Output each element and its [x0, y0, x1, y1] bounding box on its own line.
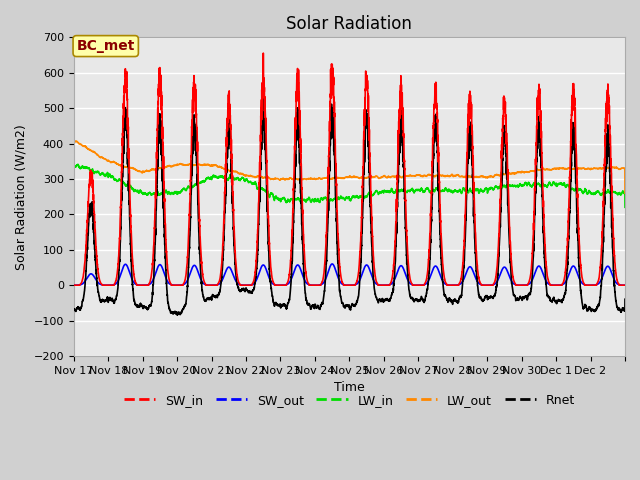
X-axis label: Time: Time	[334, 381, 365, 394]
Text: BC_met: BC_met	[77, 39, 135, 53]
Legend: SW_in, SW_out, LW_in, LW_out, Rnet: SW_in, SW_out, LW_in, LW_out, Rnet	[119, 389, 580, 412]
Y-axis label: Solar Radiation (W/m2): Solar Radiation (W/m2)	[15, 124, 28, 270]
Title: Solar Radiation: Solar Radiation	[287, 15, 412, 33]
